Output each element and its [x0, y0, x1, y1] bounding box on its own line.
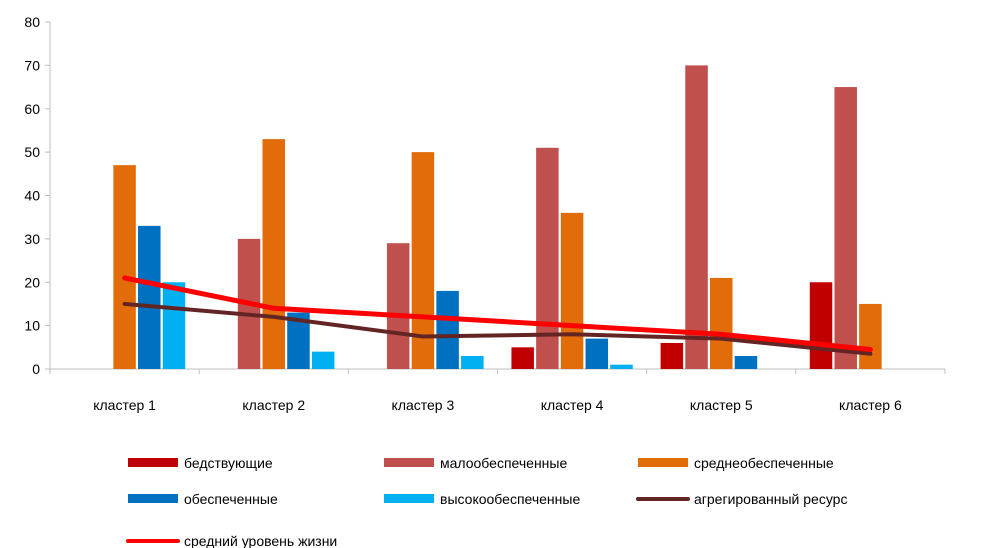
legend-item: обеспеченные	[128, 491, 278, 507]
y-tick-labels: 0 10 20 30 40 50 60 70 80	[24, 14, 40, 377]
y-tick-label: 20	[24, 274, 40, 290]
legend-label: обеспеченные	[184, 491, 278, 507]
bar	[834, 87, 857, 369]
bar	[710, 277, 733, 369]
bar	[138, 225, 161, 369]
bar	[859, 303, 882, 369]
x-category-label: кластер 2	[242, 397, 305, 413]
bar	[436, 290, 459, 369]
y-tick-label: 30	[24, 231, 40, 247]
legend-swatch	[384, 494, 434, 503]
y-tick-label: 10	[24, 318, 40, 334]
bar	[311, 351, 335, 369]
legend-item: высокообеспеченные	[384, 491, 580, 507]
y-tick-label: 0	[32, 361, 40, 377]
legend-item: агрегированный ресурс	[636, 491, 847, 507]
y-tick-label: 80	[24, 14, 40, 30]
legend-swatch	[638, 458, 688, 467]
bar	[113, 165, 136, 369]
y-tick-label: 70	[24, 57, 40, 73]
series-line	[122, 301, 873, 356]
legend-label: высокообеспеченные	[440, 491, 580, 507]
x-category-label: кластер 1	[93, 397, 156, 413]
bar	[386, 243, 410, 369]
bar	[461, 355, 484, 369]
x-category-label: кластер 4	[541, 397, 604, 413]
x-category-label: кластер 5	[690, 397, 753, 413]
legend-label: бедствующие	[184, 455, 273, 471]
legend-item: средний уровень жизни	[126, 533, 337, 548]
legend-item: среднеобеспеченные	[638, 455, 834, 471]
bar	[734, 355, 758, 369]
y-tick-label: 40	[24, 188, 40, 204]
bar	[560, 212, 584, 369]
legend-item: бедствующие	[128, 455, 273, 471]
legend-label: средний уровень жизни	[184, 533, 337, 548]
bar	[287, 312, 310, 369]
legend-label: агрегированный ресурс	[694, 491, 847, 507]
y-tick-label: 50	[24, 144, 40, 160]
bar	[511, 347, 534, 369]
legend-swatch	[128, 458, 178, 467]
legend-item: малообеспеченные	[384, 455, 567, 471]
bar	[685, 65, 708, 369]
y-tick-label: 60	[24, 101, 40, 117]
series-line	[122, 275, 873, 352]
bar	[809, 282, 833, 369]
legend-label: малообеспеченные	[440, 455, 567, 471]
bar	[536, 147, 559, 369]
category-labels: кластер 1 кластер 2 кластер 3 кластер 4 клас…	[93, 397, 902, 413]
bar	[162, 282, 186, 369]
legend-label: среднеобеспеченные	[694, 455, 834, 471]
legend: бедствующие малообеспеченные среднеобеспеч…	[126, 455, 847, 548]
bar	[585, 338, 609, 369]
bar	[660, 342, 684, 369]
legend-swatch	[128, 494, 178, 503]
legend-swatch	[384, 458, 434, 467]
bar	[610, 364, 633, 369]
x-category-label: кластер 6	[839, 397, 902, 413]
axes	[45, 21, 946, 374]
bar	[262, 139, 285, 369]
lines	[122, 275, 873, 356]
x-category-label: кластер 3	[392, 397, 455, 413]
